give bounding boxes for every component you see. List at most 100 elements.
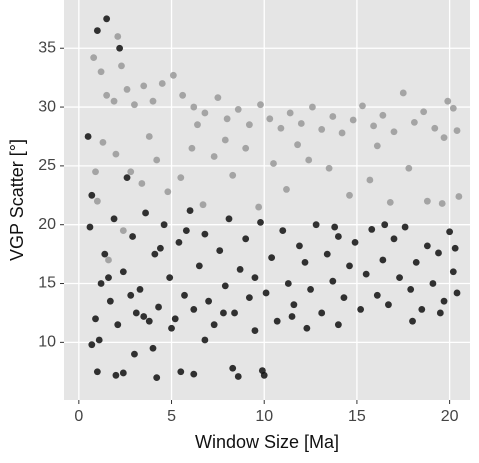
point [145,133,153,140]
point [453,289,461,297]
point [329,277,337,285]
point [119,268,127,276]
point [140,82,148,90]
point [119,369,127,377]
point [229,364,237,372]
point [266,115,274,123]
point [164,188,172,196]
point [449,268,457,276]
x-tick-label: 15 [348,408,366,425]
point [401,223,409,231]
point [157,244,164,252]
point [166,274,174,282]
point [418,306,426,313]
point [309,103,316,111]
point [119,227,127,234]
point [260,371,268,379]
point [123,86,131,93]
point [145,317,153,325]
point [370,122,377,130]
y-tick-label: 30 [38,98,56,115]
point [160,221,168,229]
point [99,138,107,146]
point [453,127,461,134]
point [357,306,365,313]
point [338,129,346,137]
point [405,164,413,172]
point [296,242,303,250]
point [331,223,339,231]
point [132,309,140,317]
point [307,286,314,293]
point [290,301,298,309]
point [268,254,276,262]
plot-background [64,0,470,400]
point [123,174,131,182]
point [366,176,374,184]
point [340,294,348,302]
point [242,144,250,152]
point [201,109,209,117]
x-tick-label: 0 [74,408,83,425]
point [273,317,281,325]
y-tick-label: 25 [38,157,56,174]
point [431,124,439,132]
point [169,71,177,79]
point [234,373,242,380]
point [90,54,98,62]
point [423,242,431,250]
point [410,118,418,126]
point [138,180,146,187]
point [379,111,387,119]
point [346,262,353,270]
point [312,221,320,229]
point [436,309,444,317]
point [129,233,136,240]
point [93,368,101,376]
point [438,200,446,207]
point [201,230,209,238]
y-tick-label: 20 [38,216,56,233]
point [136,286,144,293]
point [251,327,259,334]
point [446,228,454,236]
point [95,336,103,344]
point [245,294,253,302]
point [190,306,198,313]
point [390,235,398,243]
point [88,341,96,349]
point [149,97,157,105]
point [153,374,161,382]
y-tick-label: 10 [38,334,56,351]
point [303,324,311,332]
point [114,33,122,40]
point [385,301,392,309]
point [329,113,337,120]
point [93,27,101,34]
point [131,101,138,109]
point [407,286,415,293]
point [177,174,185,182]
point [420,108,428,116]
point [262,289,270,297]
point [334,321,342,329]
point [429,280,437,287]
point [131,350,138,358]
point [205,297,213,305]
point [435,249,442,257]
point [286,109,294,117]
point [210,153,218,160]
point [284,280,292,287]
point [112,150,120,158]
point [390,128,398,136]
point [318,126,326,133]
point [92,168,99,176]
point [270,160,277,167]
point [106,297,114,305]
point [362,270,370,278]
point [223,115,231,123]
point [177,368,185,376]
y-tick-label: 35 [38,39,56,56]
point [373,291,381,299]
point [168,324,175,332]
